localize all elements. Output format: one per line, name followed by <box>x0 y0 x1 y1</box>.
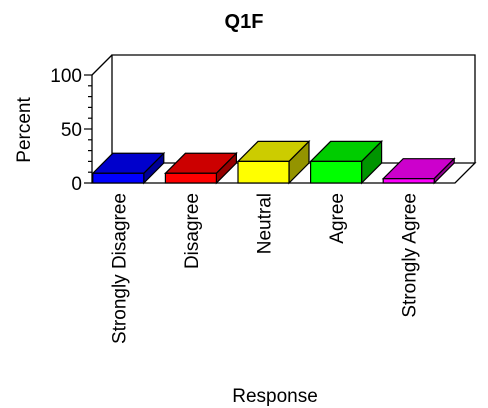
category-label: Disagree <box>182 193 203 269</box>
category-label: Strongly Agree <box>400 193 421 318</box>
bar-front <box>310 160 363 184</box>
bar <box>236 139 311 185</box>
bar-front <box>92 172 145 184</box>
y-tick-label: 50 <box>61 120 82 141</box>
chart-title: Q1F <box>225 11 264 33</box>
back-wall <box>111 54 476 163</box>
y-tick-label: 0 <box>71 174 82 195</box>
category-label: Strongly Disagree <box>109 193 130 344</box>
bar <box>381 157 456 185</box>
x-axis-label: Response <box>232 386 318 407</box>
bar-front <box>164 172 217 184</box>
bar-front <box>382 178 435 184</box>
bar <box>309 139 384 185</box>
bar-front <box>237 160 290 184</box>
left-wall-edge <box>91 54 113 76</box>
category-label: Agree <box>327 193 348 244</box>
y-ticks: 0 50 100 <box>50 66 92 195</box>
category-label: Neutral <box>255 193 276 254</box>
bar <box>163 151 238 185</box>
y-tick-label: 100 <box>50 66 82 87</box>
category-labels: Strongly Disagree Disagree Neutral Agree Str… <box>109 193 420 344</box>
bar <box>91 151 166 185</box>
y-axis-label: Percent <box>14 97 35 163</box>
bars <box>91 139 456 185</box>
